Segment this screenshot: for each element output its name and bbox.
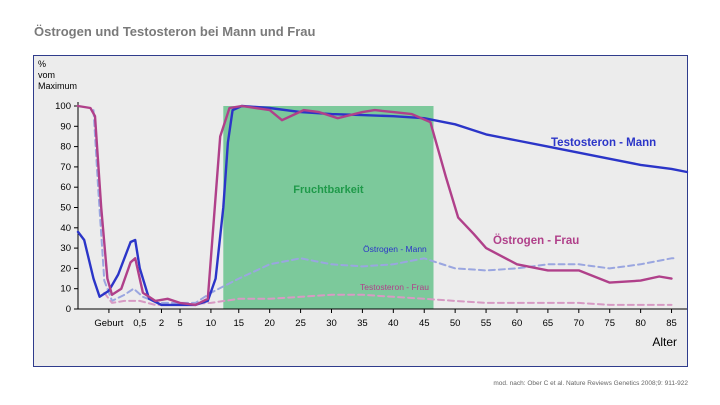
fertility-band [223,106,434,309]
y-tick-label: 10 [60,284,71,295]
x-tick-label: 0,5 [133,318,146,329]
x-tick-label: 45 [419,318,430,329]
y-axis-label-line: Maximum [38,81,77,91]
x-tick-label: 5 [177,318,182,329]
x-tick-label: 80 [635,318,646,329]
series-label: Östrogen - Frau [493,234,579,247]
y-tick-label: 0 [66,304,71,315]
x-tick-label: 2 [159,318,164,329]
x-tick-label: 70 [574,318,585,329]
series-label: Testosteron - Mann [551,137,656,149]
x-tick-label: 40 [388,318,399,329]
series-label: Östrogen - Mann [363,244,427,254]
x-tick-label: 50 [450,318,461,329]
source-note: mod. nach: Ober C et al. Nature Reviews … [493,380,688,387]
y-tick-label: 60 [60,182,71,193]
y-tick-label: 80 [60,142,71,153]
x-tick-label: 30 [326,318,337,329]
y-tick-label: 90 [60,121,71,132]
series-line [103,291,673,306]
x-tick-label: 15 [233,318,244,329]
x-tick-label: 20 [264,318,275,329]
y-tick-label: 50 [60,203,71,214]
series-line [92,109,676,304]
y-axis-label-line: vom [38,70,55,80]
y-tick-label: 70 [60,162,71,173]
chart-title: Östrogen und Testosteron bei Mann und Fr… [34,24,316,39]
chart-panel: Fruchtbarkeit% vom Maximum 0 10 20 30 40 50 60 70 8… [33,55,689,367]
x-tick-label: 35 [357,318,368,329]
x-tick-label: 75 [604,318,615,329]
x-tick-label: 10 [206,318,217,329]
x-tick-label: 25 [295,318,306,329]
y-axis-label-line: % [38,59,46,69]
x-tick-label: 65 [543,318,554,329]
series-label: Testosteron - Frau [360,282,429,292]
y-tick-label: 30 [60,243,71,254]
series-line [76,104,673,307]
x-tick-label: 60 [512,318,523,329]
fertility-label: Fruchtbarkeit [293,184,364,196]
x-tick-label: 85 [666,318,677,329]
y-tick-label: 20 [60,263,71,274]
y-tick-label: 100 [55,101,71,112]
series-line [76,104,689,307]
x-tick-label: Geburt [94,318,123,329]
y-tick-label: 40 [60,223,71,234]
x-tick-label: 55 [481,318,492,329]
x-axis-label: Alter [652,335,677,349]
